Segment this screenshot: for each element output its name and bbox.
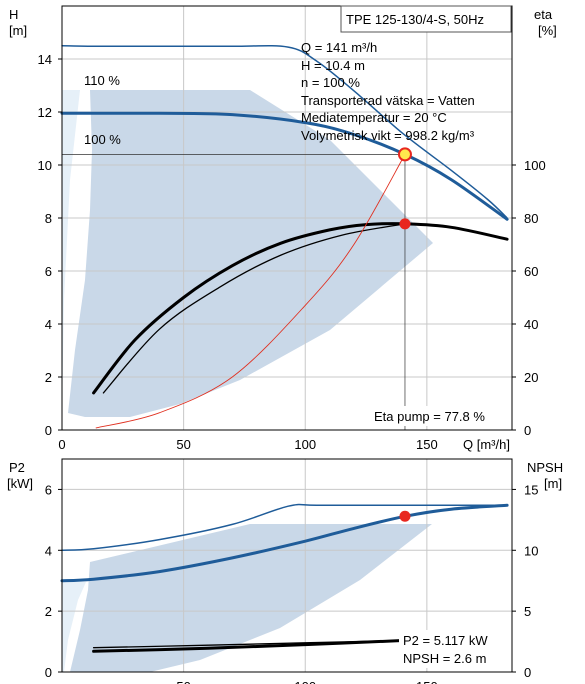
top-y-right-unit: [%] <box>538 23 557 38</box>
y-right-tick-label: 10 <box>524 543 538 558</box>
series-line-red-thin <box>95 153 406 429</box>
y-left-tick-label: 6 <box>45 482 52 497</box>
operating-range-fill <box>68 90 433 417</box>
y-right-tick-label: 5 <box>524 604 531 619</box>
top-y-left-unit: [m] <box>9 23 27 38</box>
bottom-y-right-unit: [m] <box>544 476 562 491</box>
series-line-blue-thin <box>61 503 508 552</box>
series-line-black-thin <box>102 223 406 394</box>
x-tick-label: 150 <box>416 679 438 684</box>
y-right-tick-label: 40 <box>524 317 538 332</box>
y-right-tick-label: 20 <box>524 370 538 385</box>
y-right-tick-label: 80 <box>524 211 538 226</box>
y-right-tick-label: 60 <box>524 264 538 279</box>
y-left-tick-label: 4 <box>45 543 52 558</box>
y-left-tick-label: 4 <box>45 317 52 332</box>
operating-point-guides <box>62 154 406 430</box>
title-box <box>340 5 512 33</box>
p2-value-label: P2 = 5.117 kW <box>403 633 488 648</box>
speed-label-110: 110 % <box>84 73 120 88</box>
info-line-n: n = 100 % <box>301 75 360 90</box>
operating-point-marker <box>397 147 412 162</box>
info-line-q: Q = 141 m³/h <box>301 40 377 55</box>
y-right-tick-label: 100 <box>524 158 546 173</box>
x-tick-label: 150 <box>416 437 438 452</box>
chart-title: TPE 125-130/4-S, 50Hz <box>346 12 484 27</box>
operating-range-light-fill <box>62 90 80 432</box>
y-left-tick-label: 6 <box>45 264 52 279</box>
info-line-temperature: Mediatemperatur = 20 °C <box>301 110 447 125</box>
bottom-y-left-unit: [kW] <box>7 476 33 491</box>
bottom-grid <box>62 459 512 672</box>
performance-panel: 0 50 100 150 0 2 4 6 8 10 12 14 0 20 40 60 80 100 H [m] e… <box>9 5 557 452</box>
y-right-tick-label: 15 <box>524 482 538 497</box>
x-tick-label: 100 <box>294 679 316 684</box>
y-left-tick-label: 12 <box>38 105 52 120</box>
eta-pump-label: Eta pump = 77.8 % <box>374 409 485 424</box>
y-left-tick-label: 0 <box>45 665 52 680</box>
x-tick-label: 0 <box>58 437 65 452</box>
x-axis-label: Q [m³/h] <box>463 437 510 452</box>
top-operating-points <box>397 147 412 230</box>
y-left-tick-label: 14 <box>38 52 52 67</box>
y-left-tick-label: 10 <box>38 158 52 173</box>
y-left-tick-label: 0 <box>45 423 52 438</box>
top-tick-labels: 0 50 100 150 0 2 4 6 8 10 12 14 0 20 40 60 80 100 <box>38 52 546 452</box>
x-tick-label: 100 <box>294 437 316 452</box>
power-range-fill <box>70 524 432 672</box>
series-line-blue-thick <box>60 111 509 221</box>
x-tick-label: 50 <box>176 437 190 452</box>
series-line-blue-thin <box>61 44 508 219</box>
info-line-density: Volymetrisk vikt = 998.2 kg/m³ <box>301 128 475 143</box>
operating-point-marker <box>399 510 411 522</box>
x-tick-label: 50 <box>176 679 190 684</box>
y-left-tick-label: 2 <box>45 370 52 385</box>
power-range-light-fill <box>62 582 86 672</box>
speed-label-100: 100 % <box>84 132 121 147</box>
power-npsh-panel: 50 100 150 0 2 4 6 0 5 10 15 P2 [kW] NPSH [m] P2 =… <box>7 458 563 684</box>
y-right-tick-label: 0 <box>524 423 531 438</box>
info-line-h: H = 10.4 m <box>301 58 365 73</box>
y-left-tick-label: 2 <box>45 604 52 619</box>
top-y-left-name: H <box>9 7 18 22</box>
top-series-group <box>60 44 509 429</box>
y-right-tick-label: 0 <box>524 665 531 680</box>
p2-npsh-label-bg <box>399 630 507 668</box>
top-y-right-name: eta <box>534 7 553 22</box>
series-line-black-thin <box>92 639 406 649</box>
series-line-black-thick <box>92 222 509 395</box>
bottom-y-right-name: NPSH <box>527 460 563 475</box>
npsh-value-label: NPSH = 2.6 m <box>403 651 486 666</box>
operating-point-marker <box>399 218 411 230</box>
eta-label-bg <box>369 406 507 426</box>
bottom-plot-frame <box>61 458 513 673</box>
y-left-tick-label: 8 <box>45 211 52 226</box>
series-line-blue-thick <box>60 503 509 583</box>
info-line-liquid: Transporterad vätska = Vatten <box>301 93 475 108</box>
bottom-tick-labels: 50 100 150 0 2 4 6 0 5 10 15 <box>45 482 539 684</box>
bottom-y-left-name: P2 <box>9 460 25 475</box>
